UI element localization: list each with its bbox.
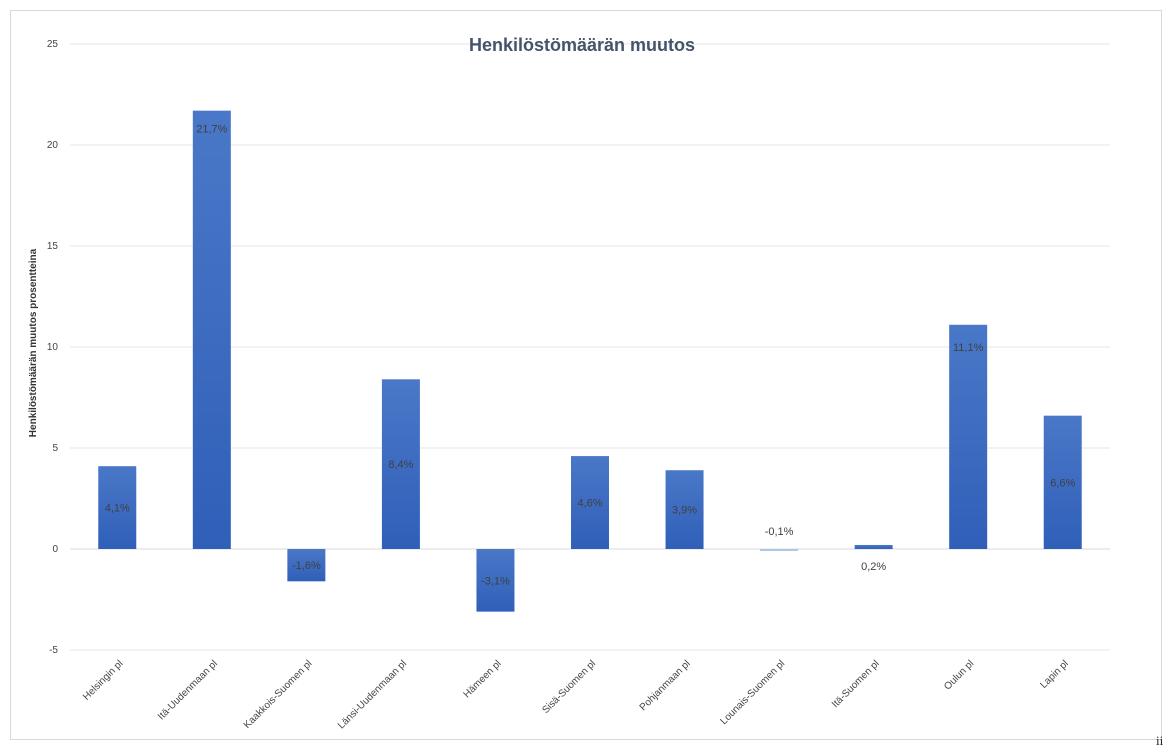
- y-tick-label: -5: [49, 645, 58, 656]
- y-tick-label: 10: [47, 342, 59, 353]
- x-tick-label: Itä-Suomen pl: [830, 658, 882, 710]
- x-tick-label: Itä-Uudenmaan pl: [156, 658, 220, 722]
- data-label: 8,4%: [388, 459, 413, 471]
- data-label: 4,1%: [105, 503, 130, 515]
- data-label: 6,6%: [1050, 477, 1075, 489]
- y-axis-ticks: -5 0 5 10 15 20 25: [47, 39, 59, 656]
- y-tick-label: 0: [52, 544, 58, 555]
- x-tick-label: Länsi-Uudenmaan pl: [336, 658, 409, 731]
- bar: [1043, 415, 1082, 549]
- data-label: 3,9%: [672, 505, 697, 517]
- x-tick-label: Helsingin pl: [81, 658, 125, 702]
- bar: [571, 456, 609, 549]
- y-tick-label: 15: [47, 241, 59, 252]
- bar: [287, 549, 326, 582]
- stray-mark: ii: [1156, 733, 1164, 748]
- data-labels: 4,1% 21,7% -1,6% 8,4% -3,1% 4,6% 3,9% -0,1% 0,2%…: [105, 124, 1076, 588]
- x-tick-label: Lounais-Suomen pl: [719, 658, 788, 727]
- data-label: 4,6%: [577, 498, 602, 510]
- x-tick-label: Kaakkois-Suomen pl: [242, 658, 315, 731]
- data-label: -3,1%: [481, 575, 510, 587]
- x-tick-label: Lapin pl: [1038, 658, 1071, 691]
- y-axis-title: Henkilöstömäärän muutos prosentteina: [28, 248, 39, 437]
- data-label: -1,6%: [292, 560, 321, 572]
- bar: [665, 470, 704, 549]
- x-tick-label: Hämeen pl: [462, 658, 504, 700]
- bar: [854, 544, 893, 549]
- bar: [381, 379, 420, 549]
- data-label: -0,1%: [765, 526, 794, 538]
- data-label: 0,2%: [861, 561, 886, 573]
- y-tick-label: 20: [47, 140, 59, 151]
- x-tick-label: Pohjanmaan pl: [638, 658, 693, 713]
- x-tick-label: Sisä-Suomen pl: [540, 658, 598, 716]
- x-tick-label: Oulun pl: [942, 658, 976, 692]
- y-tick-label: 25: [47, 39, 59, 50]
- bar: [949, 324, 988, 549]
- data-label: 21,7%: [196, 124, 227, 136]
- bars: [98, 110, 1082, 612]
- chart-title: Henkilöstömäärän muutos: [469, 35, 695, 55]
- bar: [192, 110, 231, 549]
- bar: [98, 466, 137, 549]
- y-tick-label: 5: [52, 443, 58, 454]
- x-axis-labels: Helsingin pl Itä-Uudenmaan pl Kaakkois-Suo…: [81, 658, 1071, 731]
- data-label: 11,1%: [953, 342, 984, 354]
- bar: [476, 549, 515, 612]
- bar: [760, 549, 799, 552]
